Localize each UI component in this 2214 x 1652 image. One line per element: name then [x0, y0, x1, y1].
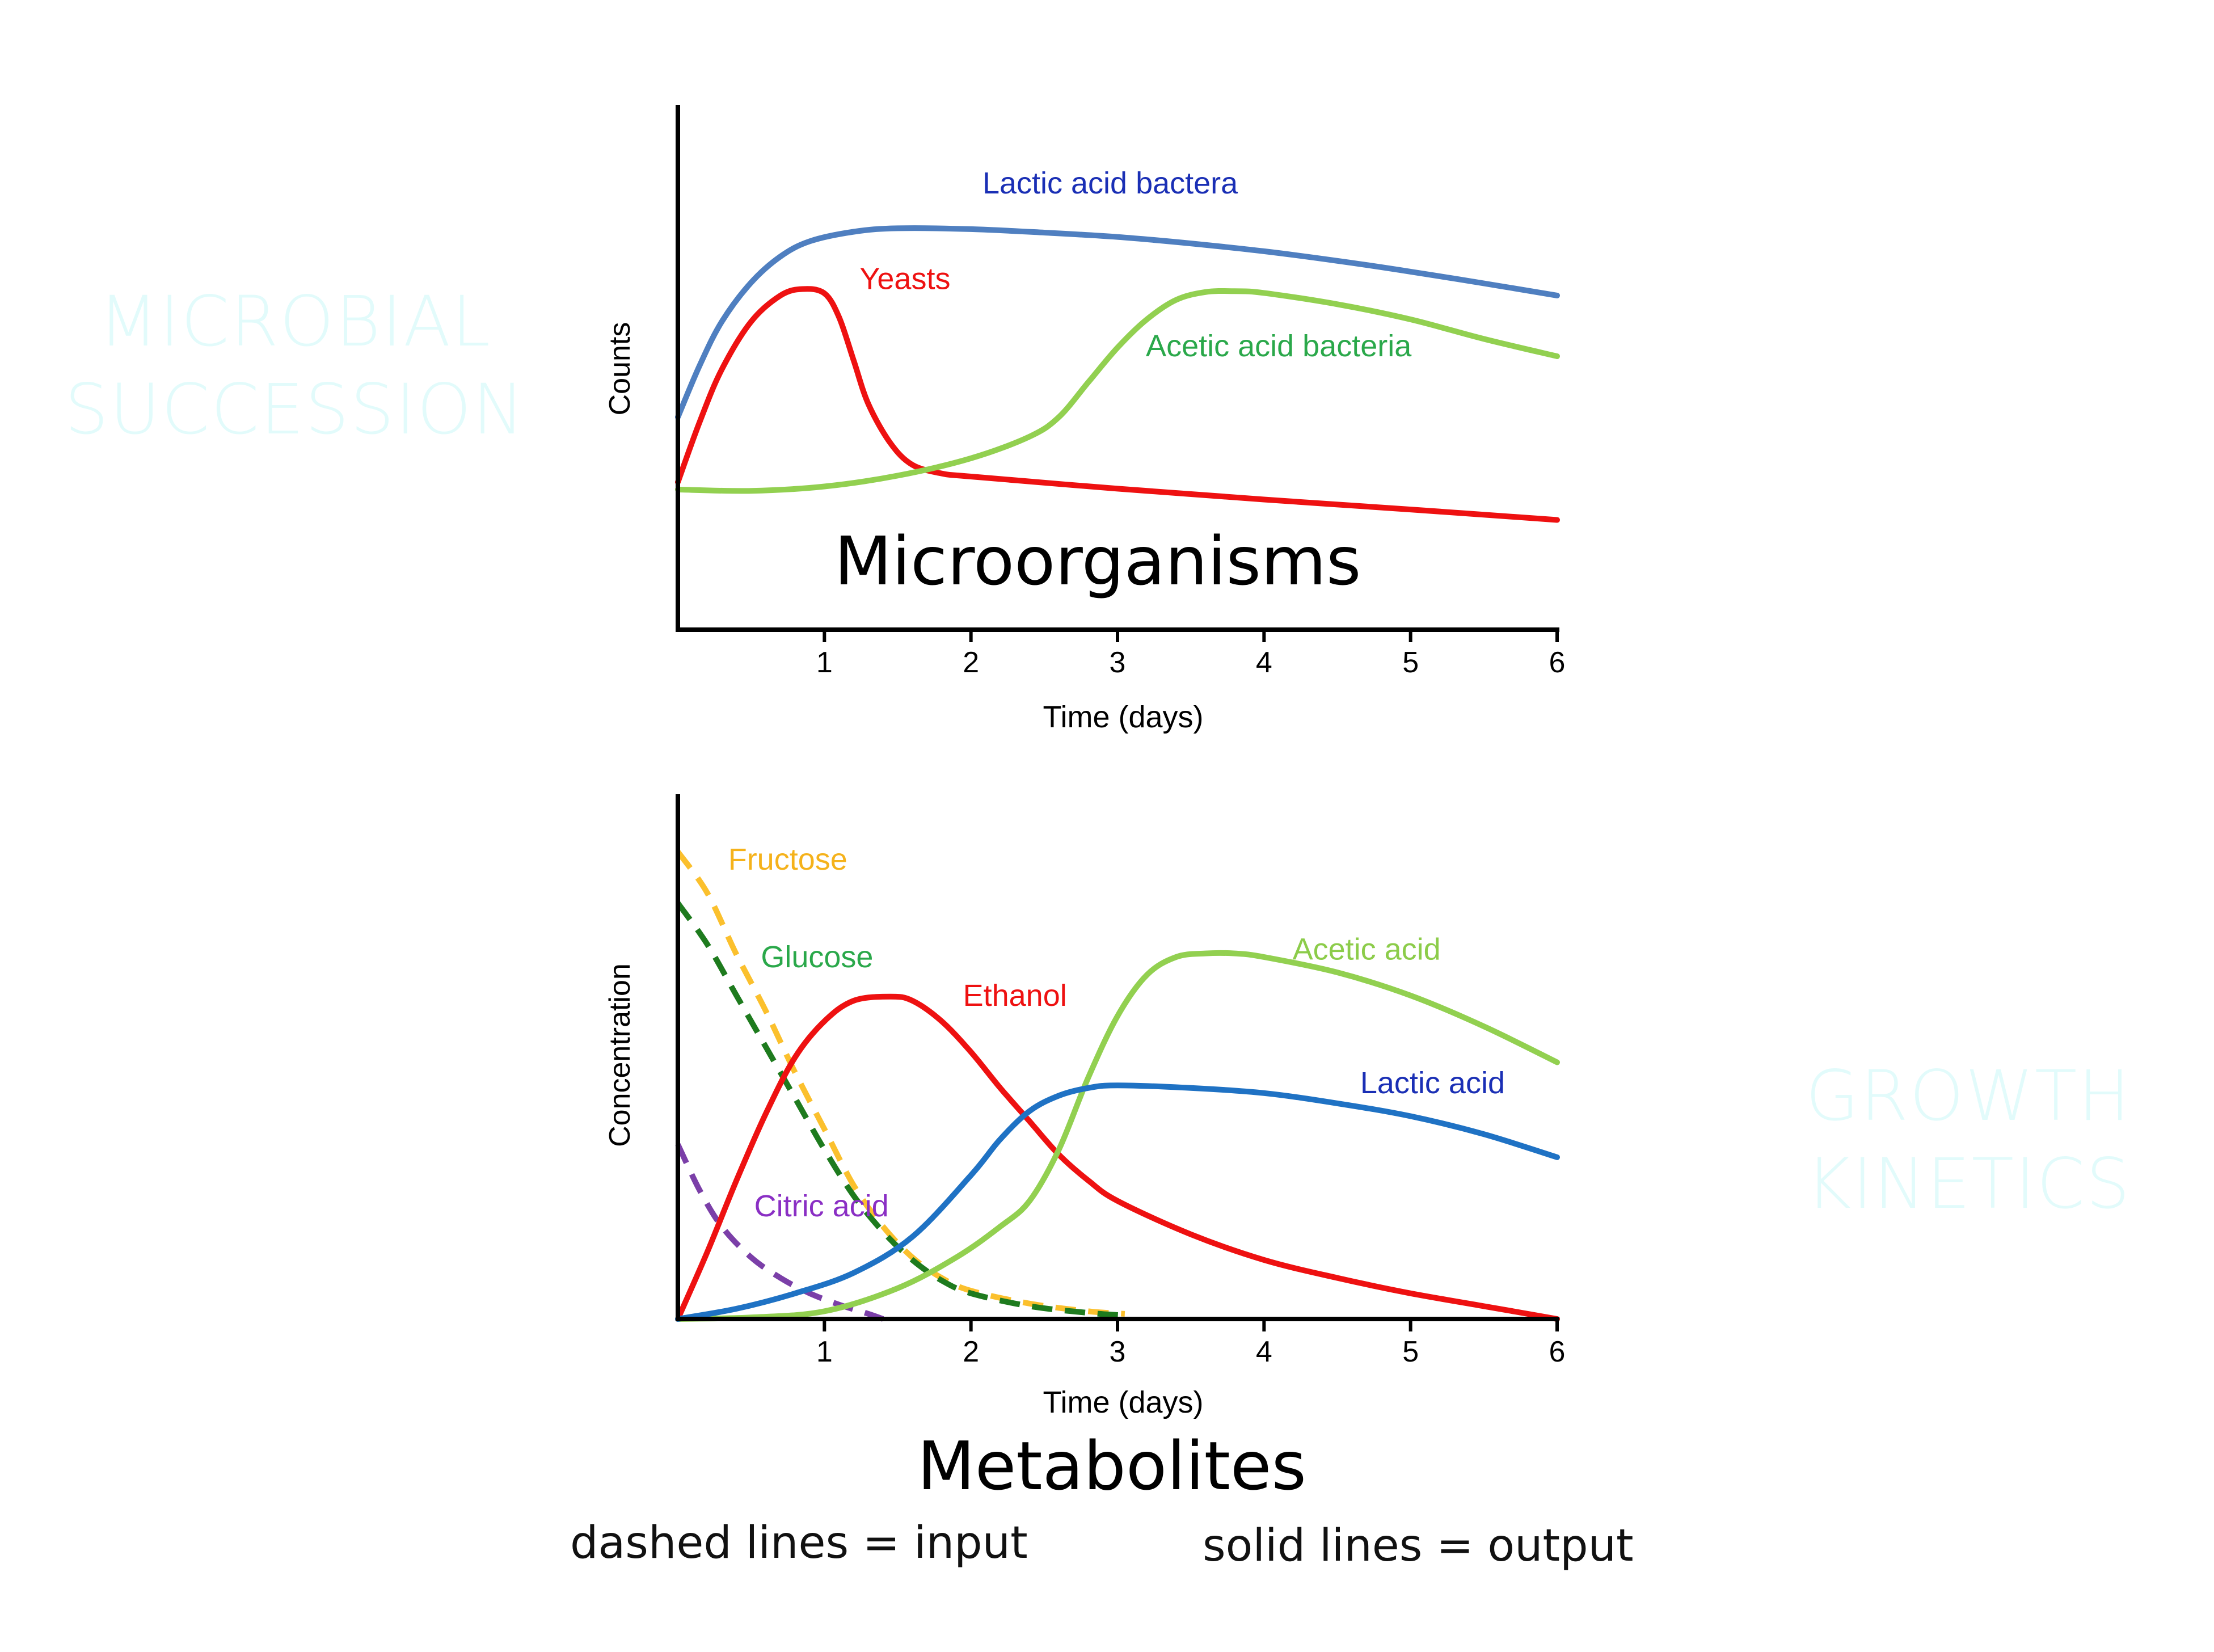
x-axis-label: Time (days)	[1043, 700, 1203, 734]
x-tick-label-3: 3	[1110, 646, 1126, 679]
x-tick-label-3: 3	[1110, 1335, 1126, 1368]
x-tick-label-1: 1	[816, 646, 833, 679]
x-tick-label-2: 2	[963, 646, 979, 679]
x-tick-label-6: 6	[1549, 646, 1566, 679]
series-label-acetic-acid-bacteria: Acetic acid bacteria	[1146, 329, 1412, 363]
series-label-fructose: Fructose	[728, 842, 847, 876]
metabolites-chart: 1 2 3 4 5 6 Time (days) Concentration Metabolite…	[604, 794, 1565, 1505]
x-tick-label-5: 5	[1402, 1335, 1419, 1368]
series-line-lactic-acid	[675, 1082, 1560, 1322]
right-title-line-1: GROWTH	[1805, 1056, 2132, 1136]
left-title-line-1: MICROBIAL	[98, 281, 492, 362]
x-axis-label: Time (days)	[1043, 1385, 1203, 1419]
series-label-lactic-acid: Lactic acid	[1360, 1066, 1505, 1100]
x-tick-label-6: 6	[1549, 1335, 1566, 1368]
series-line-acetic-acid	[675, 950, 1560, 1322]
series-label-citric-acid: Citric acid	[754, 1189, 889, 1223]
series-label-lactic-acid-bactera: Lactic acid bactera	[982, 166, 1238, 200]
legend-dashed-lines: dashed lines = input	[570, 1518, 1028, 1569]
series-label-ethanol: Ethanol	[963, 979, 1067, 1013]
legend-solid-lines: solid lines = output	[1203, 1520, 1634, 1571]
series-label-yeasts: Yeasts	[859, 262, 950, 296]
x-tick-label-1: 1	[816, 1335, 833, 1368]
growth-kinetics-title: GROWTH KINETICS	[1776, 1052, 2161, 1228]
x-tick-label-4: 4	[1256, 1335, 1272, 1368]
y-axis-label: Concentration	[604, 963, 636, 1147]
series-line-ethanol	[675, 993, 1560, 1322]
chart-title: Metabolites	[917, 1427, 1306, 1505]
x-tick-label-5: 5	[1402, 646, 1419, 679]
series-line-yeasts	[675, 286, 1560, 523]
x-tick-label-2: 2	[963, 1335, 979, 1368]
series-label-acetic-acid: Acetic acid	[1293, 933, 1441, 967]
series-line-lactic-acid-bactera	[675, 225, 1560, 420]
x-tick-label-4: 4	[1256, 646, 1272, 679]
series-line-glucose	[675, 901, 1125, 1318]
left-title-line-2: SUCCESSION	[64, 369, 526, 450]
microbial-succession-title: MICROBIAL SUCCESSION	[62, 278, 528, 454]
chart-title: Microorganisms	[834, 522, 1361, 600]
series-line-fructose	[675, 850, 1125, 1317]
series-line-citric-acid	[675, 1143, 884, 1322]
microorganisms-chart: 1 2 3 4 5 6 Time (days) Counts Microorganisms Lac…	[604, 105, 1565, 734]
y-axis-label: Counts	[604, 322, 636, 416]
series-line-acetic-acid-bacteria	[675, 288, 1560, 494]
right-title-line-2: KINETICS	[1806, 1144, 2131, 1224]
series-label-glucose: Glucose	[761, 940, 873, 974]
